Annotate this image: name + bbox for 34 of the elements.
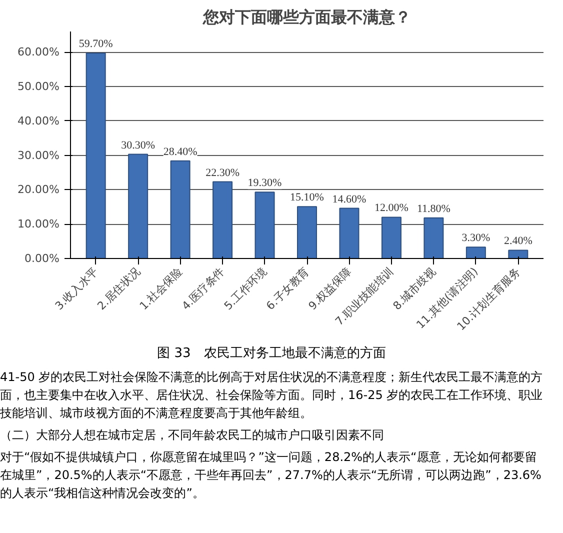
data-label: 28.40%: [163, 146, 198, 158]
bar: [297, 206, 317, 258]
y-tick-label: 20.00%: [18, 183, 60, 196]
data-label: 11.80%: [416, 202, 450, 215]
bar: [212, 181, 233, 258]
y-tick-label: 30.00%: [18, 148, 60, 162]
text: （二）大部分人想在城市定居，不同年龄农民工的城市户口吸引因素不同: [0, 426, 384, 444]
bar: [424, 217, 444, 258]
data-label: 14.60%: [332, 193, 366, 206]
data-label: 22.30%: [206, 166, 240, 179]
data-label: 59.70%: [78, 38, 113, 50]
bar: [170, 160, 190, 258]
data-label: 30.30%: [121, 139, 156, 152]
data-label: 12.00%: [374, 202, 408, 214]
text: 41-50 岁的农民工对社会保险不满意的比例高于对居住状况的不满意程度；新生代农民工最不满意的方面，也主要集中在收入水平、居住状况、社会保险等方面。同时，16-25 岁的农民工在工作环境、职业技能培训、城市歧视方面的不满意程度要高于其他年龄组。: [0, 368, 543, 422]
data-label: 2.40%: [504, 235, 532, 248]
y-tick-label: 40.00%: [18, 114, 60, 128]
data-label: 15.10%: [290, 192, 324, 204]
y-tick-label: 50.00%: [18, 80, 60, 94]
caption: 图 33 农民工对务工地最不满意的方面: [157, 345, 386, 363]
bar: [86, 52, 106, 258]
bar: [128, 154, 148, 258]
data-label: 3.30%: [462, 232, 490, 244]
data-label: 19.30%: [248, 177, 282, 190]
y-tick-label: 10.00%: [18, 218, 60, 231]
bar: [254, 192, 275, 258]
text: 对于“假如不提供城镇户口，你愿意留在城里吗？”这一问题，28.2%的人表示“愿意，无论如何都要留在城里”，20.5%的人表示“不愿意，干些年再回去”，27.7%的人表示“无所谓，可以两边跑”，23.6%的人表示“我相信这种情况会改变的”。: [0, 448, 542, 502]
bar: [466, 246, 486, 258]
bar: [339, 208, 360, 258]
bar: [508, 250, 528, 258]
bar: [381, 216, 402, 258]
chart-title: 您对下面哪些方面最不满意？: [202, 8, 411, 26]
y-tick-label: 0.00%: [24, 252, 60, 265]
y-tick-label: 60.00%: [18, 46, 60, 59]
